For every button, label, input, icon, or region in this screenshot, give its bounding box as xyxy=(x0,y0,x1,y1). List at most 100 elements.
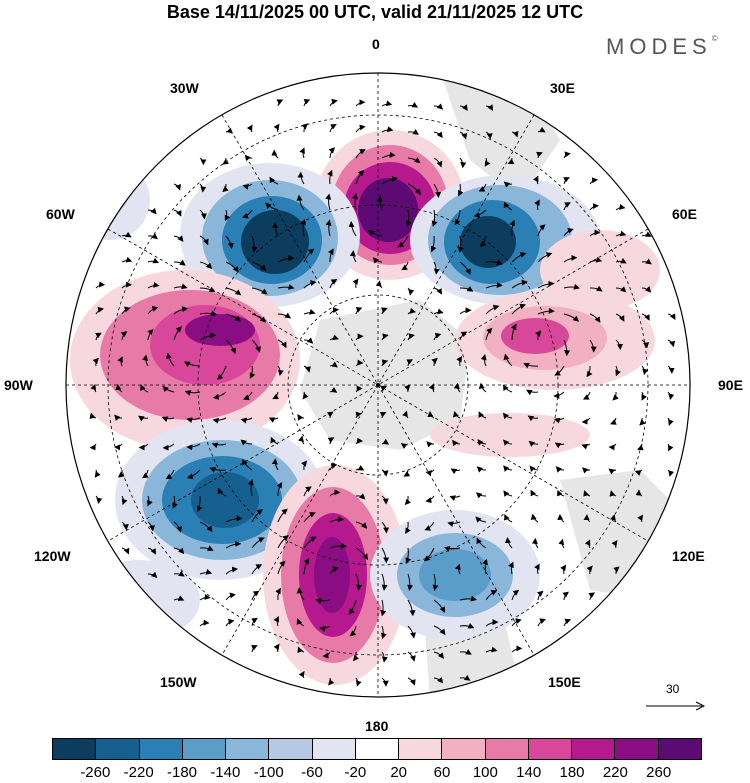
wind-arrow xyxy=(589,339,597,353)
wind-arrow xyxy=(485,590,498,601)
wind-arrow xyxy=(161,416,175,423)
wind-arrow xyxy=(555,466,565,473)
wind-arrow xyxy=(502,412,513,420)
wind-arrow xyxy=(608,443,617,451)
wind-arrow xyxy=(349,625,357,637)
wind-arrow xyxy=(277,535,289,549)
wind-arrow xyxy=(225,313,242,322)
wind-arrow xyxy=(225,592,236,601)
wind-arrow xyxy=(277,283,295,290)
wind-arrow xyxy=(120,331,128,341)
colorbar-swatch xyxy=(312,739,356,759)
wind-arrow xyxy=(537,307,555,315)
wind-arrow xyxy=(251,509,263,523)
wind-arrow xyxy=(251,645,258,653)
wind-arrow xyxy=(184,390,201,396)
wind-arrow xyxy=(405,547,412,564)
colorbar-swatch xyxy=(572,739,616,759)
wind-arrow xyxy=(329,516,344,523)
wind-arrow xyxy=(502,384,513,393)
wind-arrow xyxy=(297,171,305,185)
wind-arrow xyxy=(507,157,515,164)
wind-arrow xyxy=(485,104,494,111)
wind-arrow xyxy=(355,677,362,687)
wind-arrow xyxy=(271,458,279,471)
wind-arrow xyxy=(563,339,571,357)
wind-arrow xyxy=(199,568,213,575)
colorbar-swatch xyxy=(139,739,183,759)
wind-arrow xyxy=(273,643,280,653)
wind-arrow xyxy=(173,326,182,341)
wind-arrow xyxy=(186,443,201,451)
wind-arrow xyxy=(297,646,305,654)
wind-arrow xyxy=(563,618,572,627)
wind-arrow xyxy=(211,442,227,449)
wind-arrow xyxy=(199,261,213,270)
wind-arrow xyxy=(186,469,201,480)
wind-arrow xyxy=(328,248,334,263)
wind-arrow xyxy=(510,323,517,341)
wind-arrow xyxy=(165,469,175,480)
lon-label-150e: 150E xyxy=(548,674,581,690)
wind-arrow xyxy=(325,193,332,211)
wind-arrow xyxy=(558,538,565,549)
lon-label-30w: 30W xyxy=(170,80,199,96)
wind-arrow xyxy=(534,563,540,575)
wind-arrow xyxy=(329,98,338,107)
wind-arrow xyxy=(272,391,279,400)
wind-arrow xyxy=(296,194,305,211)
colorbar-tick-label: 180 xyxy=(559,764,585,781)
wind-arrow xyxy=(523,363,539,369)
wind-arrow xyxy=(484,157,491,167)
colorbar-tick-label: 140 xyxy=(516,764,542,781)
wind-arrow xyxy=(328,147,336,159)
wind-arrow xyxy=(147,233,158,240)
wind-arrow xyxy=(89,443,97,451)
wind-arrow xyxy=(478,382,487,393)
wind-arrow xyxy=(615,286,627,293)
wind-arrow xyxy=(303,512,316,523)
wind-arrow xyxy=(511,130,519,138)
wind-arrow xyxy=(504,537,513,549)
wind-arrow xyxy=(459,285,474,292)
wind-arrow xyxy=(147,495,153,507)
wind-arrow xyxy=(458,235,464,253)
wind-arrow xyxy=(450,468,461,475)
wind-arrow xyxy=(406,359,414,367)
brand-name: MODES xyxy=(606,34,712,59)
wind-arrow xyxy=(553,417,565,424)
wind-arrow xyxy=(90,383,97,393)
wind-arrow xyxy=(530,513,539,523)
wind-arrow xyxy=(121,306,131,315)
wind-arrow xyxy=(634,469,643,476)
wind-arrow xyxy=(536,590,544,601)
wind-arrow xyxy=(276,99,284,107)
wind-arrow xyxy=(615,230,627,237)
wind-arrow xyxy=(588,592,596,601)
wind-arrow xyxy=(352,651,360,662)
wind-arrow xyxy=(375,280,383,289)
wind-arrow xyxy=(503,201,513,211)
wind-arrow xyxy=(613,566,620,575)
wind-arrow xyxy=(251,313,267,323)
wind-arrow xyxy=(270,436,279,445)
wind-arrow xyxy=(563,177,570,185)
wind-arrow xyxy=(476,537,487,549)
colorbar-tick-label: -260 xyxy=(80,764,111,781)
wind-arrow xyxy=(242,458,253,471)
wind-arrow xyxy=(503,181,513,188)
lon-label-90w: 90W xyxy=(4,377,33,393)
wind-arrow xyxy=(615,203,626,211)
wind-arrow xyxy=(303,280,317,289)
wind-arrow xyxy=(381,521,390,534)
wind-arrow xyxy=(355,385,363,393)
wind-arrow xyxy=(121,256,133,263)
wind-arrow xyxy=(381,651,388,663)
map-boundary xyxy=(65,72,691,698)
wind-arrow xyxy=(433,287,442,295)
wind-arrow xyxy=(432,573,439,591)
wind-arrow xyxy=(355,333,364,341)
colorbar-swatch xyxy=(96,739,140,759)
colorbar-tick-label: 60 xyxy=(433,764,451,781)
wind-arrow xyxy=(433,599,446,613)
